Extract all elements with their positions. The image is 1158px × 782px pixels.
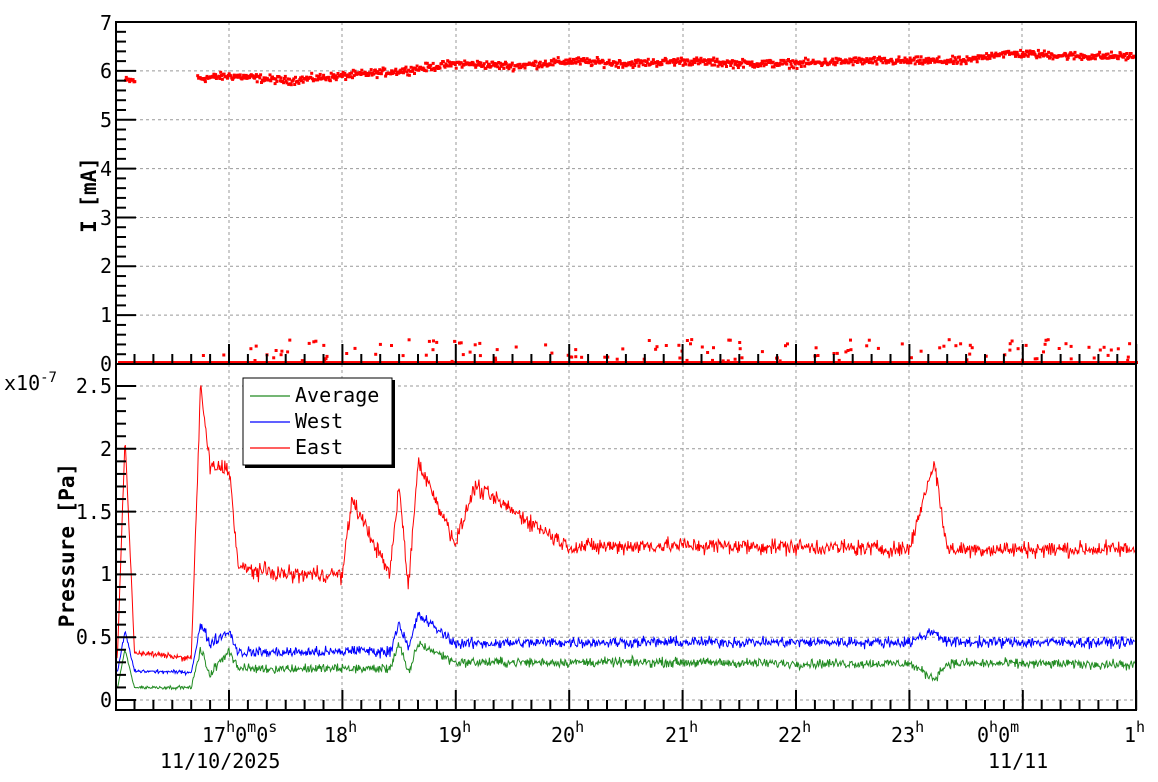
x-tick-label-18h: 18h — [324, 718, 357, 747]
y-tick-label: 0 — [100, 352, 112, 376]
legend-east-label: East — [295, 435, 343, 459]
y-tick-label: 1 — [100, 562, 112, 586]
x-tick-label-23h: 23h — [891, 718, 924, 747]
x-tick-label-17h: 17h0m0s — [202, 718, 277, 747]
pressure-line-west — [116, 611, 1135, 677]
y-tick-label: 0 — [100, 688, 112, 712]
x-tick-labels: 17h0m0s 11/10/2025 18h 19h 20h 21h 22h 2… — [160, 718, 1145, 773]
legend-west-label: West — [295, 409, 343, 433]
y-tick-label: 1.5 — [76, 500, 112, 524]
bottom-y-axis-title: Pressure [Pa] — [55, 463, 79, 627]
y-tick-label: 2 — [100, 437, 112, 461]
axis-ticks — [116, 30, 1138, 710]
pressure-line-east — [116, 385, 1136, 662]
pressure-line-series — [116, 385, 1136, 691]
legend: Average West East — [242, 377, 395, 468]
bottom-y-tick-labels: 0 0.5 1 1.5 2 2.5 — [76, 374, 112, 712]
x-tick-label-1h: 1h — [1124, 718, 1145, 747]
x-tick-label-20h: 20h — [551, 718, 584, 747]
y-scale-factor: x10-7 — [4, 370, 57, 395]
top-y-tick-labels: 0 1 2 3 4 5 6 7 — [100, 11, 112, 376]
y-tick-label: 2.5 — [76, 374, 112, 398]
x-date-label-left: 11/10/2025 — [160, 749, 280, 773]
x-tick-label-0h: 0h0m — [977, 718, 1019, 747]
current-scatter-series — [118, 48, 1138, 365]
y-tick-label: 4 — [100, 157, 112, 181]
x-date-label-right: 11/11 — [988, 749, 1048, 773]
y-tick-label: 0.5 — [76, 625, 112, 649]
top-grid — [116, 21, 1137, 364]
x-tick-label-19h: 19h — [438, 718, 471, 747]
x-tick-label-21h: 21h — [665, 718, 698, 747]
y-tick-label: 6 — [100, 59, 112, 83]
y-tick-label: 2 — [100, 254, 112, 278]
pressure-line-average — [116, 640, 1136, 691]
y-tick-label: 7 — [100, 11, 112, 35]
top-y-axis-title: I [mA] — [77, 157, 101, 233]
legend-average-label: Average — [295, 383, 379, 407]
y-tick-label: 1 — [100, 303, 112, 327]
top-plot-frame — [115, 21, 1137, 365]
y-tick-label: 3 — [100, 206, 112, 230]
x-tick-label-22h: 22h — [778, 718, 811, 747]
y-tick-label: 5 — [100, 108, 112, 132]
